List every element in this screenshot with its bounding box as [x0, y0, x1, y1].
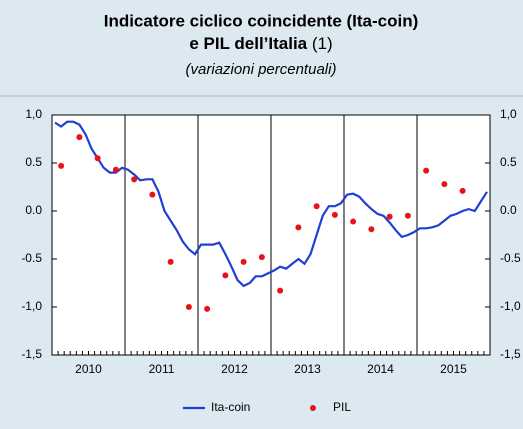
x-tick-label: 2012	[221, 362, 248, 376]
pil-point	[368, 226, 375, 233]
y-tick-label: 0.0	[25, 203, 42, 217]
title-line2: e PIL dell’Italia	[189, 34, 307, 53]
legend-label: PIL	[333, 400, 351, 414]
pil-point	[185, 304, 192, 310]
y2-tick-label: 0.5	[500, 155, 517, 169]
y2-tick-label: 0.0	[500, 203, 517, 217]
title-note: (1)	[312, 34, 333, 53]
pil-point	[350, 218, 357, 225]
pil-point	[441, 181, 448, 188]
pil-point	[58, 162, 65, 169]
y-tick-label: -1,0	[21, 299, 42, 313]
pil-point	[112, 166, 119, 173]
legend-swatch	[310, 405, 316, 411]
y2-tick-label: -1,0	[500, 299, 521, 313]
y2-tick-label: -1,5	[500, 347, 521, 361]
y-tick-label: -0.5	[21, 251, 42, 265]
pil-point	[204, 305, 211, 312]
legend-label: Ita-coin	[211, 400, 250, 414]
pil-point	[76, 134, 83, 141]
y-tick-label: 1,0	[25, 107, 42, 121]
y2-tick-label: -0.5	[500, 251, 521, 265]
x-tick-label: 2010	[75, 362, 102, 376]
pil-point	[386, 213, 393, 220]
pil-point	[222, 272, 229, 279]
pil-point	[313, 203, 320, 210]
x-tick-label: 2013	[294, 362, 321, 376]
x-tick-label: 2014	[367, 362, 394, 376]
pil-point	[331, 211, 338, 218]
x-tick-label: 2011	[149, 362, 175, 376]
chart-title-line2: e PIL dell’Italia (1)	[189, 34, 332, 53]
pil-point	[277, 287, 284, 294]
pil-point	[240, 258, 247, 265]
chart-title: Indicatore ciclico coincidente (Ita-coin…	[104, 11, 419, 30]
pil-point	[258, 254, 265, 261]
pil-point	[423, 167, 430, 174]
pil-point	[131, 176, 138, 183]
pil-point	[404, 212, 411, 219]
x-tick-label: 2015	[440, 362, 467, 376]
y-tick-label: -1,5	[21, 347, 42, 361]
y-tick-label: 0.5	[25, 155, 42, 169]
pil-point	[295, 224, 302, 231]
pil-point	[459, 187, 466, 194]
y2-tick-label: 1,0	[500, 107, 517, 121]
pil-point	[94, 155, 101, 162]
subtitle: (variazioni percentuali)	[186, 61, 337, 78]
pil-point	[167, 258, 174, 265]
pil-point	[149, 191, 156, 198]
line-series	[54, 120, 488, 288]
